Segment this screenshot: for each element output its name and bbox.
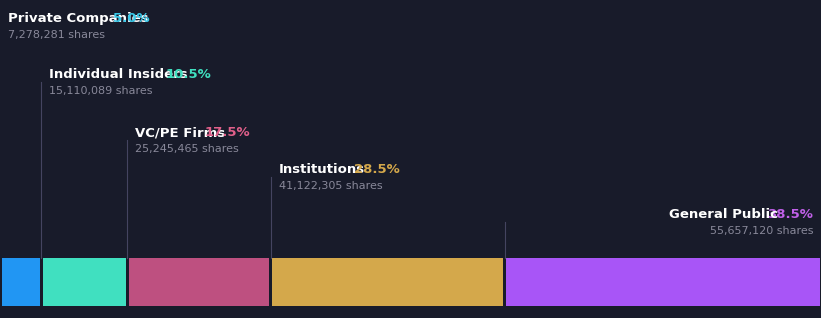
Text: 38.5%: 38.5% — [767, 208, 813, 221]
Text: 10.5%: 10.5% — [166, 68, 212, 81]
Text: Individual Insiders: Individual Insiders — [49, 68, 188, 81]
Bar — [2, 258, 39, 306]
Text: 25,245,465 shares: 25,245,465 shares — [135, 144, 239, 154]
Bar — [273, 258, 503, 306]
Text: 7,278,281 shares: 7,278,281 shares — [8, 30, 105, 40]
Text: 28.5%: 28.5% — [354, 163, 400, 176]
Text: Private Companies: Private Companies — [8, 12, 149, 25]
Text: 41,122,305 shares: 41,122,305 shares — [279, 181, 383, 191]
Bar — [507, 258, 819, 306]
Text: 55,657,120 shares: 55,657,120 shares — [709, 226, 813, 236]
Bar — [43, 258, 126, 306]
Text: 5.0%: 5.0% — [113, 12, 149, 25]
Text: Institutions: Institutions — [279, 163, 365, 176]
Text: 17.5%: 17.5% — [204, 126, 250, 139]
Text: VC/PE Firms: VC/PE Firms — [135, 126, 226, 139]
Text: General Public: General Public — [669, 208, 778, 221]
Bar — [129, 258, 269, 306]
Text: 15,110,089 shares: 15,110,089 shares — [49, 86, 153, 96]
